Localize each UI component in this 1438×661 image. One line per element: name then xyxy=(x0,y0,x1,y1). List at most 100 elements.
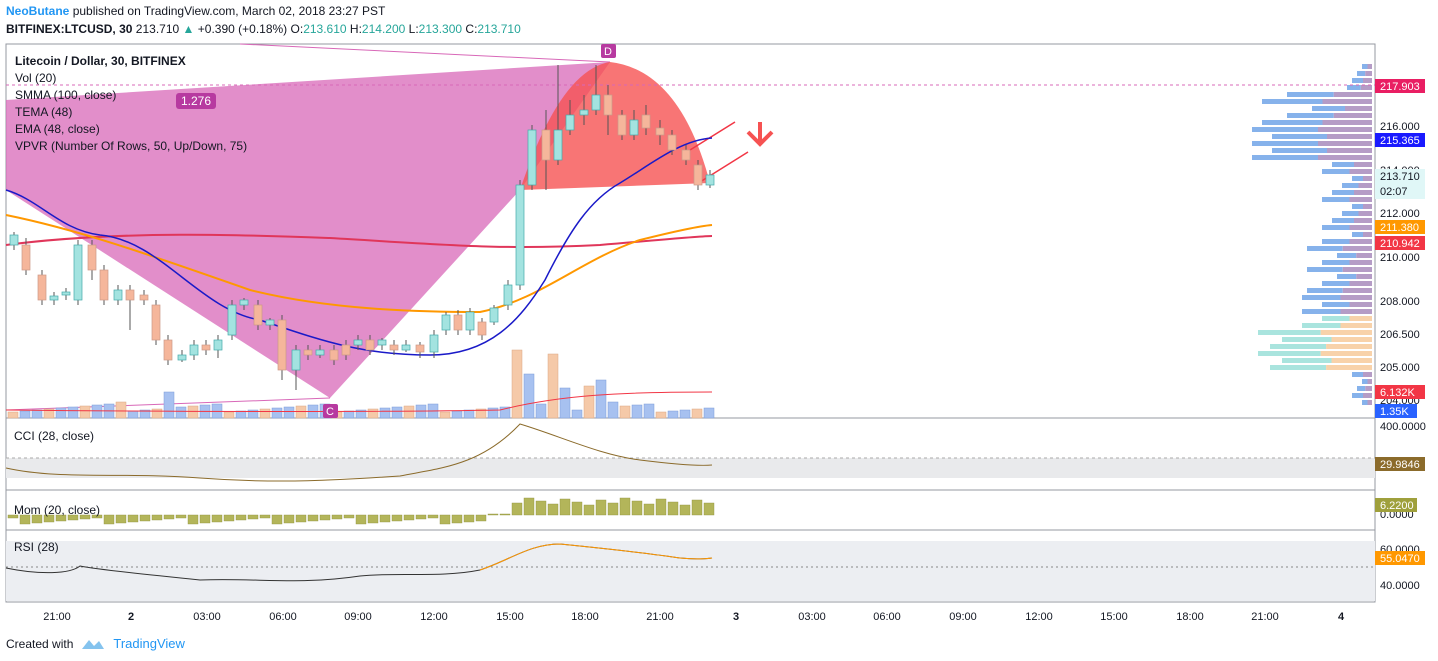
vpvr-bar-up xyxy=(1252,141,1318,146)
legend-item-smma[interactable]: SMMA (100, close) xyxy=(15,88,117,102)
legend-item-tema[interactable]: TEMA (48) xyxy=(15,105,73,119)
volume-bar xyxy=(175,406,187,419)
vpvr-bar-down xyxy=(1354,190,1372,195)
momentum-bar xyxy=(607,502,619,516)
last-price: 213.710 xyxy=(135,22,180,36)
volume-bar xyxy=(391,406,403,419)
legend-item-vpvr[interactable]: VPVR (Number Of Rows, 50, Up/Down, 75) xyxy=(15,139,248,153)
point-c-marker[interactable] xyxy=(323,404,338,418)
candlesticks[interactable] xyxy=(9,65,715,390)
candle-body xyxy=(365,339,375,351)
momentum-bar xyxy=(703,502,715,516)
vpvr-bar-up xyxy=(1307,267,1343,272)
candle-body xyxy=(429,334,439,353)
mom-pane[interactable] xyxy=(5,489,1376,531)
vpvr-bar-up xyxy=(1332,190,1354,195)
candle-body xyxy=(655,127,665,136)
badge-volume-text: 1.35K xyxy=(1380,406,1409,418)
volume-bar xyxy=(667,410,679,419)
close-label: C: xyxy=(465,22,478,36)
vpvr-bar-down xyxy=(1349,302,1372,307)
mom-label[interactable]: Mom (20, close) xyxy=(14,503,100,517)
momentum-bar xyxy=(67,514,79,521)
candle-body xyxy=(353,339,363,346)
up-arrow-icon: ▲ xyxy=(182,22,195,36)
vpvr-bar-down xyxy=(1367,400,1372,405)
time-tick: 3 xyxy=(733,611,739,623)
fib-ratio-label: 1.276 xyxy=(181,94,211,108)
legend-title[interactable]: Litecoin / Dollar, 30, BITFINEX xyxy=(15,54,186,68)
candle-body xyxy=(227,304,237,336)
vpvr-bar-up xyxy=(1342,211,1359,216)
vpvr-bar-up xyxy=(1258,351,1321,356)
volume-bar xyxy=(619,405,631,419)
vpvr-bar-down xyxy=(1342,288,1372,293)
price-tick: 212.000 xyxy=(1380,208,1420,220)
candle-body xyxy=(87,244,97,271)
volume-bar xyxy=(535,403,547,419)
momentum-bar xyxy=(559,498,571,516)
point-c-label: C xyxy=(326,406,334,418)
candle-body xyxy=(527,129,537,186)
legend-item-vol[interactable]: Vol (20) xyxy=(15,71,57,85)
harmonic-pattern-xabcd[interactable] xyxy=(6,62,610,398)
open-value: 213.610 xyxy=(303,22,347,36)
down-arrow-icon xyxy=(746,122,774,147)
vpvr-bar-up xyxy=(1302,309,1341,314)
momentum-bar xyxy=(679,504,691,516)
price-tick: 206.500 xyxy=(1380,329,1420,341)
vpvr-bar-down xyxy=(1340,309,1372,314)
momentum-bar xyxy=(595,499,607,516)
momentum-bar xyxy=(163,514,175,520)
tradingview-brand-link[interactable]: TradingView xyxy=(113,636,185,651)
momentum-bar xyxy=(391,514,403,522)
cci-label[interactable]: CCI (28, close) xyxy=(14,429,94,443)
vpvr-bar-down xyxy=(1318,155,1372,160)
candle-body xyxy=(617,114,627,136)
vpvr-bar-down xyxy=(1318,127,1372,132)
volume-bar xyxy=(283,406,295,419)
volume-bar xyxy=(547,353,559,419)
volume-bar xyxy=(367,408,379,419)
candle-body xyxy=(401,344,411,351)
candle-body xyxy=(113,289,123,301)
cci-tick: 400.0000 xyxy=(1380,421,1426,433)
point-d-marker[interactable] xyxy=(601,44,616,58)
volume-bar xyxy=(523,373,535,419)
fib-ratio-badge[interactable] xyxy=(176,93,216,109)
volume-bar xyxy=(67,406,79,419)
candle-body xyxy=(629,119,639,136)
volume-bar xyxy=(679,409,691,419)
vpvr-bar-down xyxy=(1354,162,1372,167)
pattern-leg-line xyxy=(239,43,611,63)
momentum-bar xyxy=(643,503,655,516)
rsi-label[interactable]: RSI (28) xyxy=(14,540,59,554)
legend-item-ema[interactable]: EMA (48, close) xyxy=(15,122,100,136)
time-tick: 15:00 xyxy=(496,611,524,623)
volume-bar xyxy=(631,404,643,419)
vpvr-bar-down xyxy=(1367,64,1372,69)
volume-bar xyxy=(451,410,463,419)
time-tick: 09:00 xyxy=(344,611,372,623)
momentum-bar xyxy=(175,514,187,519)
volume-bar xyxy=(607,401,619,419)
vpvr-bar-up xyxy=(1322,169,1350,174)
vpvr-bar-up xyxy=(1332,162,1354,167)
author-link[interactable]: NeoButane xyxy=(6,4,70,18)
vpvr-bar-up xyxy=(1337,253,1357,258)
momentum-bar xyxy=(79,514,91,520)
volume-bar xyxy=(235,410,247,419)
momentum-bar xyxy=(451,514,463,524)
volume-bar xyxy=(703,407,715,419)
vpvr-bar-up xyxy=(1270,344,1327,349)
volume-bar xyxy=(31,409,43,419)
channel-top[interactable] xyxy=(689,121,736,151)
candle-body xyxy=(477,321,487,336)
time-axis[interactable]: 21:00 2 03:00 06:00 09:00 12:00 15:00 18:00 21:0… xyxy=(43,611,1345,623)
bearish-zone[interactable] xyxy=(520,62,710,190)
momentum-bar xyxy=(151,514,163,521)
volume-bar xyxy=(19,410,31,419)
indicator-legend: Litecoin / Dollar, 30, BITFINEX Vol (20)… xyxy=(15,53,247,155)
momentum-bar xyxy=(439,514,451,525)
